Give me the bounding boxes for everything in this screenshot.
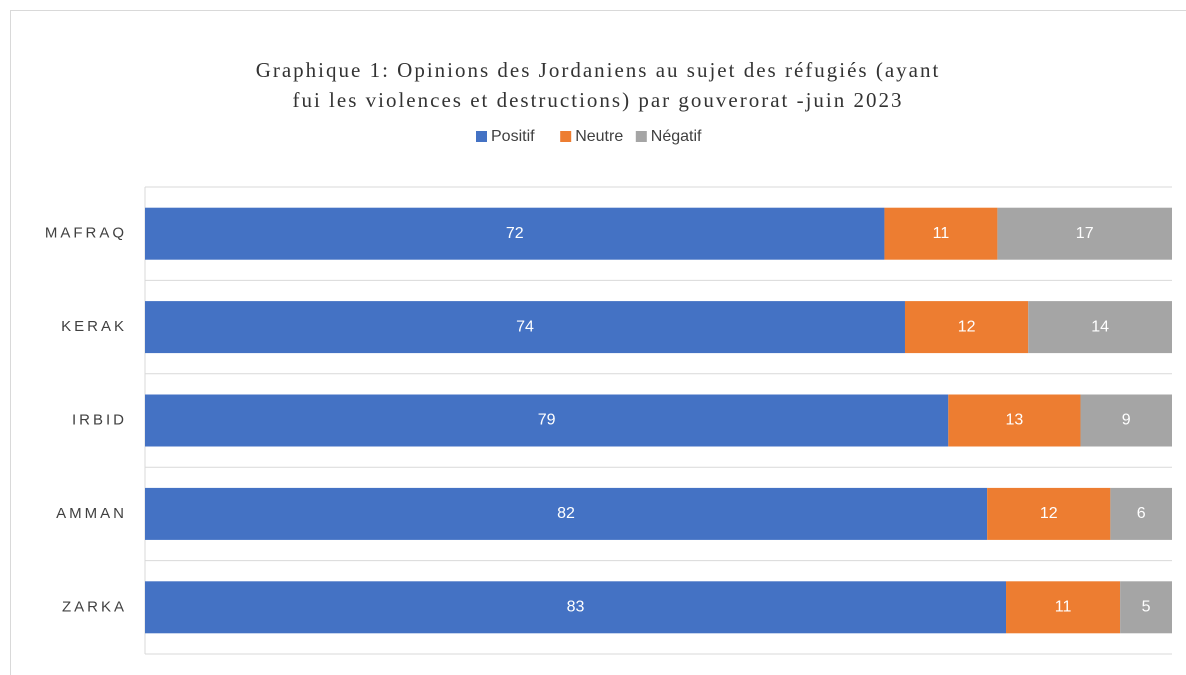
bar-segment — [884, 207, 998, 260]
chart-title: fui les violences et destructions) par g… — [292, 88, 903, 112]
data-label: 17 — [1076, 225, 1094, 242]
data-label: 5 — [1142, 599, 1151, 616]
data-label: 83 — [567, 599, 585, 616]
data-label: 9 — [1122, 412, 1131, 429]
legend-swatch — [560, 131, 572, 142]
bar-segment — [145, 581, 1007, 634]
bar-segment — [948, 394, 1081, 447]
bar-segment — [145, 487, 988, 540]
bar-segment — [1006, 581, 1121, 634]
y-tick-label: ZARKA — [62, 598, 127, 615]
bar-segment — [1028, 301, 1172, 354]
legend-label: Neutre — [575, 128, 623, 145]
y-tick-label: MAFRAQ — [45, 225, 127, 242]
data-label: 14 — [1091, 318, 1109, 335]
legend-swatch — [635, 131, 647, 142]
bar-segment — [987, 487, 1111, 540]
chart-title: Graphique 1: Opinions des Jordaniens au … — [256, 58, 941, 82]
bar-segment — [1080, 394, 1172, 447]
legend-label: Négatif — [651, 128, 702, 145]
bar-segment — [145, 394, 949, 447]
data-label: 11 — [1055, 599, 1072, 616]
y-tick-label: IRBID — [72, 411, 127, 428]
bar-segment — [1110, 487, 1172, 540]
data-label: 74 — [516, 318, 534, 335]
data-label: 82 — [557, 505, 575, 522]
data-label: 13 — [1005, 412, 1023, 429]
data-label: 6 — [1137, 505, 1146, 522]
bar-segment — [997, 207, 1172, 260]
legend-swatch — [476, 131, 487, 142]
bar-segment — [145, 301, 905, 354]
bar-segment — [145, 207, 885, 260]
data-label: 12 — [958, 318, 976, 335]
data-label: 72 — [506, 225, 524, 242]
bar-segment — [1120, 581, 1172, 634]
data-label: 11 — [933, 225, 950, 242]
legend-label: Positif — [491, 128, 535, 145]
y-tick-label: AMMAN — [56, 505, 127, 522]
data-label: 12 — [1040, 505, 1058, 522]
y-tick-label: KERAK — [61, 318, 127, 335]
data-label: 79 — [538, 412, 556, 429]
bar-segment — [904, 301, 1029, 354]
